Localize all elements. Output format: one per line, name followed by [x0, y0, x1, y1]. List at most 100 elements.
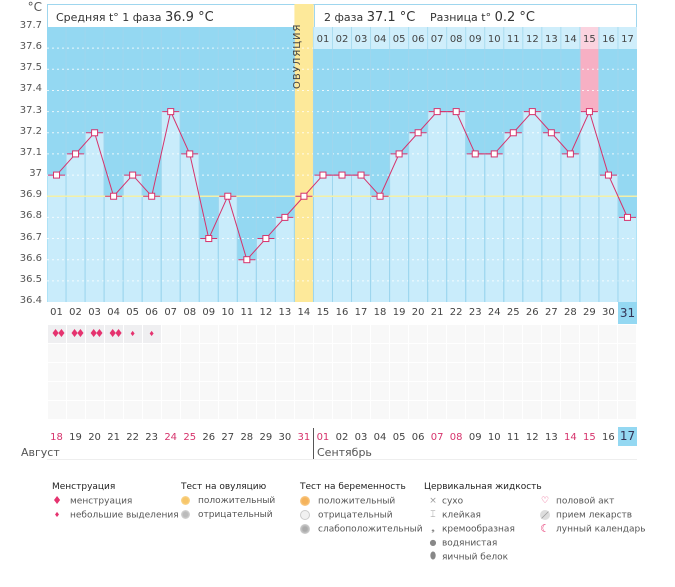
symptom-cell[interactable]: [123, 363, 142, 381]
symptom-cell[interactable]: [580, 401, 599, 419]
symptom-cell[interactable]: [218, 363, 237, 381]
symptom-cell[interactable]: [123, 382, 142, 400]
symptom-cell[interactable]: [332, 382, 351, 400]
symptom-cell[interactable]: [466, 363, 485, 381]
symptom-cell[interactable]: [504, 401, 523, 419]
symptom-cell[interactable]: [256, 401, 275, 419]
symptom-cell[interactable]: [161, 382, 180, 400]
symptom-cell[interactable]: [504, 344, 523, 362]
menstruation-cell[interactable]: [580, 325, 599, 343]
symptom-cell[interactable]: [599, 363, 618, 381]
symptom-cell[interactable]: [523, 382, 542, 400]
symptom-cell[interactable]: [618, 344, 637, 362]
menstruation-cell[interactable]: ♦: [142, 325, 161, 343]
symptom-cell[interactable]: [504, 382, 523, 400]
menstruation-cell[interactable]: [485, 325, 504, 343]
menstruation-cell[interactable]: ♦♦: [104, 325, 123, 343]
symptom-cell[interactable]: [104, 344, 123, 362]
symptom-cell[interactable]: [237, 344, 256, 362]
symptom-cell[interactable]: [256, 363, 275, 381]
symptom-cell[interactable]: [294, 382, 313, 400]
symptom-cell[interactable]: [409, 363, 428, 381]
menstruation-cell[interactable]: [618, 325, 637, 343]
symptom-cell[interactable]: [313, 344, 332, 362]
symptom-cell[interactable]: [485, 401, 504, 419]
symptom-cell[interactable]: [123, 344, 142, 362]
symptom-cell[interactable]: [275, 382, 294, 400]
symptom-cell[interactable]: [485, 363, 504, 381]
symptom-cell[interactable]: [599, 382, 618, 400]
symptom-cell[interactable]: [352, 363, 371, 381]
symptom-cell[interactable]: [85, 382, 104, 400]
symptom-cell[interactable]: [428, 363, 447, 381]
symptom-cell[interactable]: [485, 344, 504, 362]
symptom-cell[interactable]: [599, 344, 618, 362]
symptom-cell[interactable]: [561, 382, 580, 400]
symptom-cell[interactable]: [523, 363, 542, 381]
symptom-cell[interactable]: [371, 382, 390, 400]
symptom-cell[interactable]: [523, 401, 542, 419]
symptom-cell[interactable]: [618, 401, 637, 419]
symptom-cell[interactable]: [428, 344, 447, 362]
symptom-cell[interactable]: [47, 401, 66, 419]
symptom-cell[interactable]: [85, 344, 104, 362]
symptom-cell[interactable]: [104, 382, 123, 400]
symptom-cell[interactable]: [542, 401, 561, 419]
symptom-cell[interactable]: [218, 401, 237, 419]
symptom-cell[interactable]: [47, 382, 66, 400]
symptom-cell[interactable]: [142, 363, 161, 381]
symptom-cell[interactable]: [447, 382, 466, 400]
symptom-cell[interactable]: [542, 382, 561, 400]
symptom-cell[interactable]: [142, 401, 161, 419]
symptom-cell[interactable]: [123, 401, 142, 419]
menstruation-cell[interactable]: [466, 325, 485, 343]
symptom-cell[interactable]: [66, 401, 85, 419]
symptom-cell[interactable]: [428, 401, 447, 419]
symptom-cell[interactable]: [504, 363, 523, 381]
symptom-cell[interactable]: [313, 382, 332, 400]
menstruation-cell[interactable]: [428, 325, 447, 343]
symptom-cell[interactable]: [47, 363, 66, 381]
menstruation-cell[interactable]: [599, 325, 618, 343]
symptom-cell[interactable]: [523, 344, 542, 362]
symptom-cell[interactable]: [199, 382, 218, 400]
symptom-cell[interactable]: [428, 382, 447, 400]
symptom-cell[interactable]: [390, 344, 409, 362]
symptom-cell[interactable]: [218, 382, 237, 400]
symptom-cell[interactable]: [256, 382, 275, 400]
symptom-cell[interactable]: [332, 363, 351, 381]
symptom-cell[interactable]: [371, 344, 390, 362]
symptom-cell[interactable]: [447, 344, 466, 362]
symptom-cell[interactable]: [561, 363, 580, 381]
symptom-cell[interactable]: [85, 401, 104, 419]
menstruation-cell[interactable]: [161, 325, 180, 343]
symptom-cell[interactable]: [161, 363, 180, 381]
symptom-cell[interactable]: [390, 401, 409, 419]
symptom-cell[interactable]: [313, 401, 332, 419]
menstruation-cell[interactable]: [275, 325, 294, 343]
menstruation-cell[interactable]: [352, 325, 371, 343]
symptom-cell[interactable]: [294, 401, 313, 419]
symptom-cell[interactable]: [618, 363, 637, 381]
symptom-cell[interactable]: [352, 382, 371, 400]
symptom-cell[interactable]: [352, 344, 371, 362]
menstruation-cell[interactable]: [561, 325, 580, 343]
menstruation-cell[interactable]: [523, 325, 542, 343]
symptom-cell[interactable]: [66, 344, 85, 362]
symptom-cell[interactable]: [161, 344, 180, 362]
symptom-cell[interactable]: [390, 382, 409, 400]
symptom-cell[interactable]: [447, 363, 466, 381]
menstruation-cell[interactable]: [199, 325, 218, 343]
symptom-cell[interactable]: [237, 363, 256, 381]
symptom-cell[interactable]: [580, 363, 599, 381]
menstruation-cell[interactable]: [409, 325, 428, 343]
symptom-cell[interactable]: [618, 382, 637, 400]
symptom-cell[interactable]: [580, 344, 599, 362]
symptom-cell[interactable]: [142, 344, 161, 362]
symptom-cell[interactable]: [66, 363, 85, 381]
menstruation-cell[interactable]: [542, 325, 561, 343]
menstruation-cell[interactable]: [390, 325, 409, 343]
symptom-cell[interactable]: [47, 344, 66, 362]
symptom-cell[interactable]: [294, 363, 313, 381]
menstruation-cell[interactable]: ♦: [123, 325, 142, 343]
